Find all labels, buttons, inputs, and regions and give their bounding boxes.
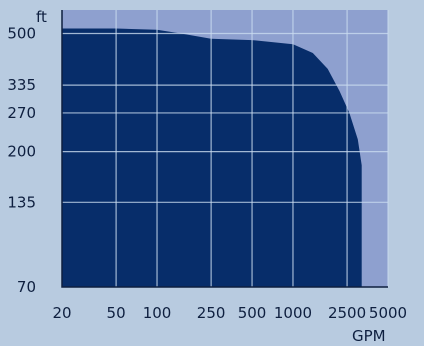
x-tick-label: 5000 [369, 304, 407, 322]
axis-lines [61, 10, 388, 288]
coverage-area [62, 28, 362, 287]
y-axis-unit-label: ft [36, 8, 47, 26]
y-tick-label: 270 [7, 104, 36, 122]
x-tick-label: 2500 [328, 304, 366, 322]
tick-label-layer: 20 50 100 250 500 1000 2500 5000 70 135 200 270 335 5… [7, 25, 407, 322]
x-tick-label: 50 [107, 304, 126, 322]
area-layer [62, 28, 362, 287]
y-tick-label: 70 [17, 278, 36, 296]
x-tick-label: 250 [197, 304, 226, 322]
x-tick-label: 1000 [274, 304, 312, 322]
y-tick-label: 500 [7, 25, 36, 43]
x-axis-unit-label: GPM [352, 327, 386, 342]
y-tick-label: 335 [7, 76, 36, 94]
grid-layer [61, 10, 389, 288]
y-tick-label: 200 [7, 143, 36, 161]
x-tick-label: 100 [143, 304, 172, 322]
x-tick-label: 20 [52, 304, 71, 322]
y-tick-label: 135 [7, 193, 36, 211]
x-tick-label: 500 [238, 304, 267, 322]
